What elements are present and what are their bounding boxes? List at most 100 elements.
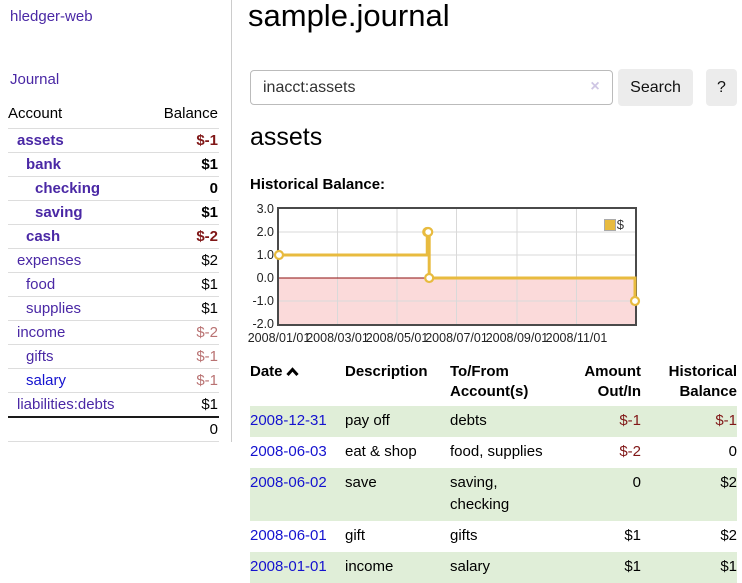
sidebar-account-link[interactable]: cash: [26, 228, 61, 245]
accounts-total-value: 0: [146, 416, 219, 442]
transaction-amount: $1: [624, 527, 641, 544]
sidebar-account-link[interactable]: checking: [35, 180, 101, 197]
transaction-balance: $2: [720, 474, 737, 491]
transaction-date[interactable]: 2008-06-02: [250, 468, 345, 521]
register-header-description: Description: [345, 363, 428, 380]
account-row: assets $-1: [8, 128, 219, 153]
register-table: Date Description To/From Account(s) Amou…: [250, 360, 737, 583]
account-row: supplies $1: [8, 296, 219, 321]
sidebar-account-balance: $1: [146, 272, 219, 297]
x-axis-tick-label: 2008/05/01: [365, 331, 429, 345]
sidebar-item-journal[interactable]: Journal: [10, 71, 60, 88]
transaction-accounts: saving, checking: [450, 474, 510, 513]
sidebar-account-link[interactable]: assets: [17, 132, 64, 149]
account-row: gifts $-1: [8, 344, 219, 369]
sidebar-account-balance: $2: [146, 248, 219, 273]
data-point-marker: [273, 249, 285, 261]
search-form: × Search ?: [250, 69, 742, 106]
chart-legend: $: [603, 217, 624, 232]
register-row[interactable]: 2008-06-01 gift gifts $1 $2: [250, 521, 737, 552]
transaction-date[interactable]: 2008-06-01: [250, 521, 345, 552]
transaction-accounts: debts: [450, 412, 487, 429]
account-row: cash $-2: [8, 224, 219, 249]
sidebar-account-balance: $1: [146, 152, 219, 177]
clear-search-icon[interactable]: ×: [590, 78, 600, 95]
transaction-balance: $2: [720, 527, 737, 544]
historical-balance-chart: 3.0 2.0 1.0 0.0 -1.0 -2.0 $ 2008/01/01 2008/03…: [247, 202, 670, 345]
account-row: saving $1: [8, 200, 219, 225]
search-button[interactable]: Search: [618, 69, 693, 106]
data-point-marker: [629, 295, 641, 307]
transaction-accounts: gifts: [450, 527, 478, 544]
y-axis-tick-label: 1.0: [256, 248, 274, 262]
register-row[interactable]: 2008-06-03 eat & shop food, supplies $-2 0: [250, 437, 737, 468]
transaction-description: gift: [345, 527, 366, 544]
sidebar-account-balance: $-1: [146, 368, 219, 393]
account-heading: assets: [250, 123, 323, 151]
main-area: sample.journal × Search ? assets Histori…: [247, 0, 742, 583]
transaction-date-link[interactable]: 2008-12-31: [250, 412, 327, 429]
sidebar-account-link[interactable]: bank: [26, 156, 62, 173]
legend-label: $: [616, 217, 624, 232]
transaction-amount: 0: [632, 474, 641, 491]
legend-swatch-icon: [603, 218, 616, 231]
sidebar-account-link[interactable]: food: [26, 276, 56, 293]
sidebar: hledger-web Journal Account Balance asse…: [0, 0, 232, 442]
transaction-date-link[interactable]: 2008-06-01: [250, 527, 327, 544]
sidebar-account-link[interactable]: salary: [26, 372, 67, 389]
transaction-amount: $1: [624, 558, 641, 575]
transaction-balance: $-1: [715, 412, 737, 429]
sidebar-account-balance: 0: [146, 176, 219, 201]
sidebar-account-link[interactable]: saving: [35, 204, 83, 221]
register-row[interactable]: 2008-01-01 income salary $1 $1: [250, 552, 737, 583]
sidebar-account-balance: $1: [146, 296, 219, 321]
register-row[interactable]: 2008-06-02 save saving, checking 0 $2: [250, 468, 737, 521]
sidebar-account-balance: $-2: [146, 224, 219, 249]
sidebar-account-link[interactable]: expenses: [17, 252, 82, 269]
transaction-date-link[interactable]: 2008-06-02: [250, 474, 327, 491]
transaction-amount: $-1: [619, 412, 641, 429]
y-axis-tick-label: 3.0: [256, 202, 274, 216]
transaction-date[interactable]: 2008-01-01: [250, 552, 345, 583]
search-input[interactable]: [250, 70, 613, 105]
transaction-description: save: [345, 474, 377, 491]
sidebar-account-balance: $-2: [146, 320, 219, 345]
sort-asc-icon: [285, 363, 299, 383]
accounts-total-row: 0: [8, 416, 219, 442]
account-row: liabilities:debts $1: [8, 392, 219, 417]
transaction-date[interactable]: 2008-06-03: [250, 437, 345, 468]
x-axis-tick-label: 2008/09/01: [485, 331, 549, 345]
sidebar-account-balance: $1: [146, 392, 219, 417]
y-axis-tick-label: 0.0: [256, 271, 274, 285]
app-brand-link[interactable]: hledger-web: [10, 8, 93, 25]
sidebar-account-link[interactable]: liabilities:debts: [17, 396, 115, 413]
sidebar-account-link[interactable]: gifts: [26, 348, 54, 365]
chart-plot-area[interactable]: $: [273, 207, 641, 326]
accounts-table: Account Balance assets $-1 bank $1 checking 0…: [8, 100, 219, 442]
account-row: food $1: [8, 272, 219, 297]
transaction-date-link[interactable]: 2008-06-03: [250, 443, 327, 460]
y-axis-tick-label: 2.0: [256, 225, 274, 239]
x-axis-tick-label: 2008/01/01: [247, 331, 311, 345]
account-row: salary $-1: [8, 368, 219, 393]
account-row: income $-2: [8, 320, 219, 345]
y-axis-tick-label: -2.0: [252, 317, 274, 331]
transaction-description: pay off: [345, 412, 390, 429]
accounts-table-header-balance: Balance: [163, 105, 218, 122]
transaction-amount: $-2: [619, 443, 641, 460]
transaction-date-link[interactable]: 2008-01-01: [250, 558, 327, 575]
help-button[interactable]: ?: [706, 69, 737, 106]
register-header-date[interactable]: Date: [250, 360, 345, 406]
register-row[interactable]: 2008-12-31 pay off debts $-1 $-1: [250, 406, 737, 437]
account-row: checking 0: [8, 176, 219, 201]
sidebar-account-balance: $-1: [146, 128, 219, 153]
register-header-balance: Historical Balance: [668, 363, 737, 400]
sidebar-account-link[interactable]: supplies: [26, 300, 82, 317]
page-title: sample.journal: [248, 0, 450, 33]
transaction-description: income: [345, 558, 394, 575]
account-row: expenses $2: [8, 248, 219, 273]
chart-title: Historical Balance:: [250, 176, 386, 193]
y-axis-tick-label: -1.0: [252, 294, 274, 308]
sidebar-account-link[interactable]: income: [17, 324, 66, 341]
transaction-date[interactable]: 2008-12-31: [250, 406, 345, 437]
